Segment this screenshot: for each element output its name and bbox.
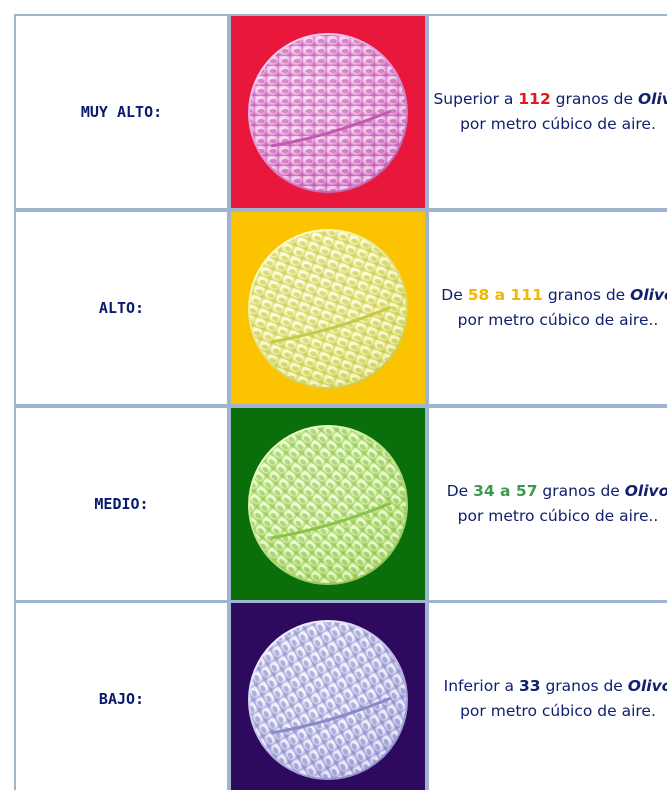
text: granos de	[540, 677, 628, 696]
label-cell: BAJO:	[14, 601, 229, 790]
pollen-image	[248, 33, 408, 193]
text: por metro cúbico de aire..	[457, 507, 659, 525]
level-label: ALTO:	[98, 299, 145, 317]
text: De	[446, 482, 474, 501]
text: granos de	[542, 286, 631, 305]
image-cell	[229, 210, 427, 406]
image-cell	[229, 601, 427, 790]
pollen-image	[248, 620, 408, 780]
text: por metro cúbico de aire.	[460, 702, 656, 720]
text: granos de	[550, 90, 638, 109]
text: por metro cúbico de aire.	[460, 115, 656, 133]
level-label: BAJO:	[98, 690, 145, 708]
description-cell: Inferior a 33 granos de Olivo por metro …	[427, 601, 667, 790]
pollen-image	[248, 425, 408, 585]
level-label: MUY ALTO:	[80, 103, 163, 121]
text: granos de	[537, 482, 625, 501]
text: De	[441, 286, 468, 305]
description: De 58 a 111 granos de Olivo por metro cú…	[433, 283, 667, 333]
description: De 34 a 57 granos de Olivo por metro cúb…	[433, 479, 667, 529]
plant-name: Olivo	[624, 482, 667, 501]
plant-name: Olivo	[627, 677, 667, 696]
text: Inferior a	[443, 677, 519, 696]
count: 34 a 57	[473, 482, 538, 501]
description: Inferior a 33 granos de Olivo por metro …	[433, 674, 667, 724]
pollen-image	[248, 229, 408, 389]
label-cell: MEDIO:	[14, 406, 229, 602]
text: por metro cúbico de aire..	[457, 311, 659, 329]
text: Superior a	[433, 90, 519, 109]
description-cell: De 58 a 111 granos de Olivo por metro cú…	[427, 210, 667, 406]
image-cell	[229, 406, 427, 602]
count: 58 a 111	[467, 286, 543, 305]
level-label: MEDIO:	[94, 495, 149, 513]
description-cell: Superior a 112 granos de Olivo por metro…	[427, 14, 667, 210]
count: 112	[518, 90, 551, 109]
image-cell	[229, 14, 427, 210]
plant-name: Olivo	[637, 90, 667, 109]
description-cell: De 34 a 57 granos de Olivo por metro cúb…	[427, 406, 667, 602]
count: 33	[518, 677, 541, 696]
label-cell: MUY ALTO:	[14, 14, 229, 210]
description: Superior a 112 granos de Olivo por metro…	[433, 87, 667, 137]
label-cell: ALTO:	[14, 210, 229, 406]
plant-name: Olivo	[630, 286, 667, 305]
